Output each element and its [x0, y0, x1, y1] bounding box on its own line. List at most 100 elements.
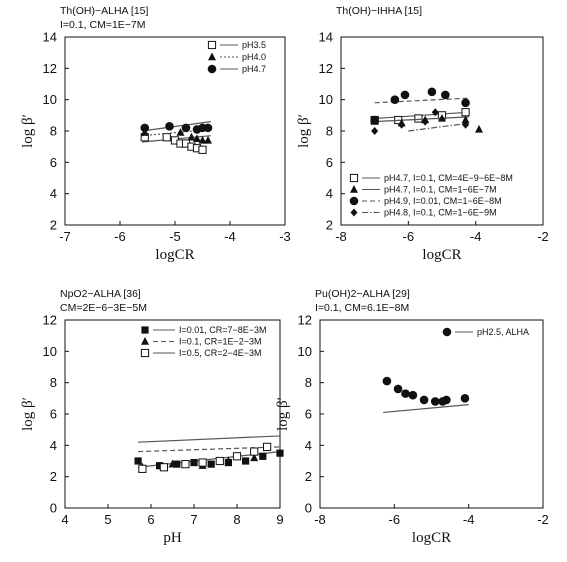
y-tick-label: 4 [326, 186, 333, 201]
legend-item: pH4.9, I=0.01, CM=1−6E−8M [349, 196, 502, 206]
x-tick-label: 5 [104, 512, 111, 527]
data-point [159, 463, 169, 472]
legend-marker [349, 173, 359, 183]
data-point [176, 128, 185, 136]
legend-marker [207, 40, 217, 50]
data-point [398, 120, 406, 129]
data-point [198, 135, 207, 144]
chart-panel-4: 0 2 4 6 8 10 12 -8 -6 -4 -2 logCR log β′ Pu(OH)2−ALHA… [275, 288, 549, 546]
data-point [462, 120, 470, 129]
data-point [203, 123, 213, 133]
data-point [400, 90, 410, 100]
x-tick-label: 8 [233, 512, 240, 527]
data-point [162, 133, 171, 142]
data-point [263, 442, 272, 451]
series-3 [140, 121, 213, 134]
legend-item: pH4.7, I=0.1, CM=1−6E−7M [350, 185, 497, 195]
y-tick-label: 4 [305, 438, 312, 453]
data-point [461, 98, 470, 108]
y-tick-label: 6 [50, 155, 57, 170]
x-tick-label: -2 [537, 512, 549, 527]
y-tick-label: 8 [50, 375, 57, 390]
y-tick-label: 2 [50, 469, 57, 484]
x-tick-label: -8 [335, 229, 347, 244]
legend: pH2.5, ALHA [442, 327, 529, 337]
fit-line [374, 97, 469, 104]
data-point [442, 395, 451, 405]
chart-panel-3: 0 2 4 6 8 10 12 4 5 6 7 8 9 pH log β′ NpO2−ALHA [36] CM=… [20, 288, 284, 546]
y-tick-label: 8 [305, 375, 312, 390]
y-axis-label: log β′ [275, 397, 291, 431]
x-axis-label: logCR [155, 247, 194, 263]
legend-label: pH4.7, I=0.1, CM=1−6E−7M [384, 185, 497, 195]
data-point [198, 145, 207, 154]
legend-label: pH4.9, I=0.01, CM=1−6E−8M [384, 196, 502, 206]
plot-frame [319, 319, 544, 509]
x-tick-label: -6 [389, 512, 401, 527]
data-point [421, 117, 429, 126]
fit-line [374, 116, 469, 123]
data-point [461, 108, 470, 117]
legend-label: pH4.0 [242, 52, 266, 62]
y-tick-label: 4 [50, 438, 57, 453]
legend-label: pH2.5, ALHA [477, 327, 529, 337]
panel-title: Th(OH)−IHHA [15] [336, 5, 422, 17]
legend-marker [350, 185, 358, 193]
legend-label: pH4.8, I=0.1, CM=1−6E−9M [384, 208, 497, 218]
data-point [414, 114, 423, 123]
legend: I=0.01, CR=7−8E−3M I=0.1, CR=1E−2−3MI=0.5… [140, 325, 267, 358]
data-point [242, 457, 250, 465]
y-tick-label: 0 [50, 501, 57, 516]
data-point [250, 447, 259, 456]
series-1 [140, 133, 211, 154]
data-point [390, 95, 400, 104]
legend-marker [141, 337, 149, 345]
data-point [181, 460, 190, 469]
data-point [204, 135, 212, 144]
legend-item: pH4.8, I=0.1, CM=1−6E−9M [350, 208, 497, 218]
data-point [441, 90, 450, 100]
legend-label: I=0.5, CR=2−4E−3M [179, 348, 262, 358]
panel-subtitle: CM=2E−6−3E−5M [60, 302, 147, 314]
y-tick-label: 14 [43, 30, 57, 45]
legend-label: pH4.7 [242, 64, 266, 74]
legend-item: I=0.01, CR=7−8E−3M [141, 325, 267, 335]
fit-line [408, 122, 470, 132]
y-tick-label: 2 [50, 218, 57, 233]
series-3 [370, 87, 470, 125]
data-point [382, 376, 392, 386]
legend-item: pH4.0 [208, 52, 266, 62]
data-point [173, 460, 181, 468]
panel-subtitle: I=0.1, CM=6.1E−8M [315, 302, 409, 314]
y-tick-label: 10 [298, 344, 312, 359]
x-tick-label: 7 [190, 512, 197, 527]
x-tick-label: 4 [61, 512, 68, 527]
x-tick-label: -6 [403, 229, 415, 244]
y-tick-label: 6 [305, 407, 312, 422]
legend-item: pH4.7, I=0.1, CM=4E−9−6E−8M [349, 173, 513, 183]
fit-line [383, 404, 469, 414]
y-axis-label: log β′ [296, 114, 312, 148]
x-tick-label: -6 [114, 229, 126, 244]
legend-item: pH4.7 [207, 64, 266, 74]
y-tick-label: 8 [50, 124, 57, 139]
data-point [134, 457, 142, 465]
y-tick-label: 10 [43, 92, 57, 107]
series-1 [382, 376, 470, 414]
legend-label: pH3.5 [242, 40, 266, 50]
y-tick-label: 10 [319, 92, 333, 107]
panel-title: Pu(OH)2−ALHA [29] [315, 288, 410, 300]
data-point [156, 462, 164, 470]
legend-item: I=0.5, CR=2−4E−3M [140, 348, 262, 358]
y-tick-label: 12 [319, 61, 333, 76]
data-point [430, 397, 440, 406]
data-point [259, 452, 267, 460]
y-tick-label: 12 [43, 61, 57, 76]
legend: pH4.7, I=0.1, CM=4E−9−6E−8M pH4.7, I=0.1,… [349, 173, 513, 218]
y-tick-label: 14 [319, 30, 333, 45]
data-point [190, 458, 198, 467]
legend: pH3.5 pH4.0 pH4.7 [207, 40, 266, 74]
data-point [224, 456, 233, 465]
data-point [408, 390, 418, 400]
